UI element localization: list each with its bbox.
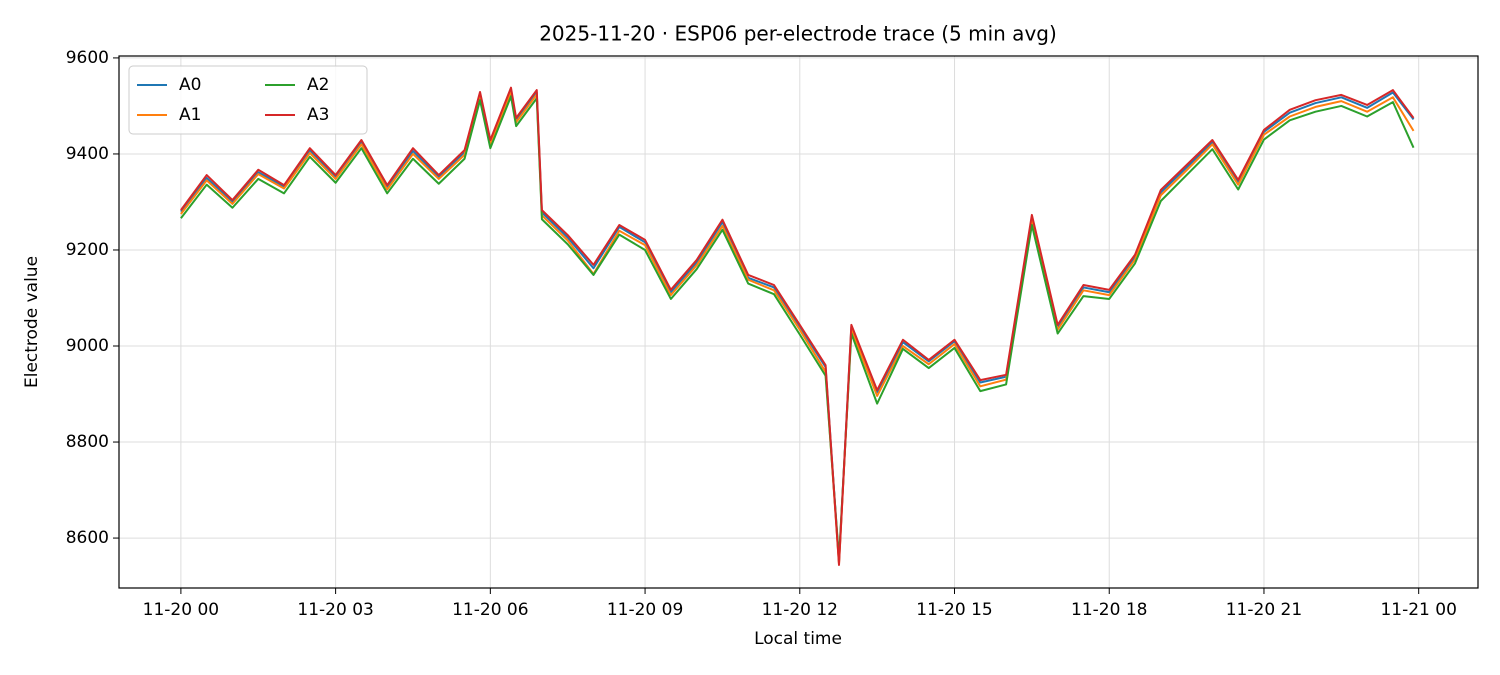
x-tick-label: 11-20 21 bbox=[1226, 600, 1302, 620]
series-line bbox=[180, 91, 1415, 565]
x-tick-label: 11-20 06 bbox=[452, 600, 528, 620]
x-tick-label: 11-20 09 bbox=[607, 600, 683, 620]
legend-label: A1 bbox=[179, 105, 201, 125]
x-tick-label: 11-21 00 bbox=[1380, 600, 1456, 620]
chart-title: 2025-11-20 · ESP06 per-electrode trace (… bbox=[539, 22, 1057, 46]
y-tick-label: 8800 bbox=[66, 432, 109, 452]
x-tick-label: 11-20 12 bbox=[762, 600, 838, 620]
legend-label: A3 bbox=[307, 105, 329, 125]
series-line bbox=[180, 95, 1415, 560]
x-tick-label: 11-20 18 bbox=[1071, 600, 1147, 620]
y-tick-label: 9000 bbox=[66, 336, 109, 356]
y-tick-label: 9600 bbox=[66, 48, 109, 68]
legend-label: A2 bbox=[307, 75, 329, 95]
legend-label: A0 bbox=[179, 75, 201, 95]
series-line bbox=[180, 89, 1415, 564]
x-tick-label: 11-20 15 bbox=[916, 600, 992, 620]
series-line bbox=[180, 86, 1415, 566]
plot-frame bbox=[118, 55, 1479, 589]
y-tick-label: 8600 bbox=[66, 528, 109, 548]
x-tick-label: 11-20 00 bbox=[143, 600, 219, 620]
y-tick-label: 9200 bbox=[66, 240, 109, 260]
x-tick-label: 11-20 03 bbox=[297, 600, 373, 620]
legend-box bbox=[128, 65, 368, 135]
x-axis-label: Local time bbox=[754, 629, 842, 649]
y-tick-label: 9400 bbox=[66, 144, 109, 164]
y-axis-label: Electrode value bbox=[22, 256, 42, 388]
